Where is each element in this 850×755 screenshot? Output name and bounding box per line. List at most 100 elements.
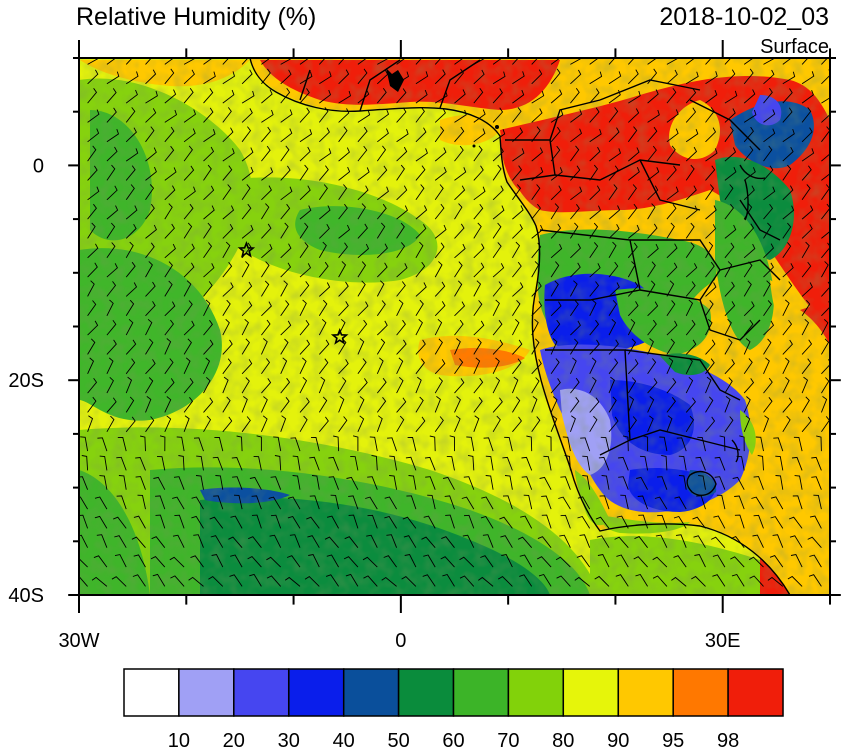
wind-barb	[570, 280, 578, 297]
wind-barb	[415, 107, 425, 123]
wind-barb	[769, 555, 784, 568]
wind-barb	[782, 397, 793, 413]
wind-barb	[656, 476, 668, 490]
wind-barb	[647, 167, 660, 181]
wind-barb	[763, 109, 776, 123]
wind-barb	[537, 536, 552, 548]
wind-barb	[137, 494, 146, 510]
wind-barb	[164, 167, 177, 181]
wind-barb	[280, 58, 294, 65]
wind-barb	[666, 397, 676, 413]
wind-barb	[333, 435, 340, 452]
wind-barb	[782, 299, 790, 317]
wind-barb	[357, 145, 368, 162]
wind-barb	[531, 338, 540, 355]
wind-barb	[299, 299, 307, 317]
wind-barb	[655, 534, 668, 548]
wind-barb	[241, 147, 254, 162]
wind-barb	[415, 89, 428, 104]
wind-barb	[459, 575, 475, 587]
wind-barb	[564, 454, 571, 471]
wind-barb	[87, 338, 96, 355]
wind-barb	[647, 415, 654, 432]
wind-barb	[208, 576, 224, 587]
wind-barb	[666, 145, 676, 162]
wind-barb	[570, 186, 583, 201]
wind-barb	[589, 88, 600, 104]
wind-barb	[213, 495, 224, 510]
wind-barb	[763, 165, 774, 181]
wind-barb	[164, 126, 175, 143]
wind-barb	[550, 58, 561, 65]
wind-barb	[113, 516, 127, 529]
wind-barb	[434, 224, 447, 239]
wind-barb	[666, 300, 676, 317]
wind-barb	[589, 185, 601, 201]
colorbar-label: 50	[387, 730, 409, 750]
wind-barb	[666, 262, 678, 278]
wind-barb	[338, 224, 351, 239]
wind-barb	[801, 148, 815, 162]
wind-barb	[87, 109, 100, 123]
wind-barb	[280, 338, 289, 355]
wind-barb	[125, 376, 133, 394]
wind-barb	[369, 436, 378, 452]
wind-barb	[306, 516, 320, 529]
wind-barb	[589, 357, 597, 374]
wind-barb	[376, 222, 386, 239]
wind-barb	[541, 495, 552, 510]
wind-barb	[589, 339, 600, 355]
wind-barb	[87, 320, 99, 336]
wind-barb	[125, 184, 135, 201]
wind-barb	[763, 338, 772, 355]
wind-barb	[743, 415, 751, 432]
wind-barb	[526, 435, 533, 452]
wind-barb	[550, 145, 561, 162]
wind-barb	[256, 435, 262, 452]
wind-barb	[608, 58, 616, 65]
wind-barb	[106, 58, 117, 65]
wind-barb	[794, 475, 803, 490]
wind-barb	[164, 145, 175, 162]
wind-barb	[318, 358, 329, 375]
wind-barb	[145, 108, 157, 123]
wind-barb	[501, 553, 513, 568]
wind-barb	[801, 282, 813, 297]
wind-barb	[627, 69, 639, 85]
wind-barb	[809, 554, 822, 568]
wind-barb	[125, 358, 136, 375]
wind-barb	[705, 416, 716, 433]
wind-barb	[685, 88, 697, 104]
wind-barb	[531, 242, 542, 259]
wind-barb	[589, 58, 600, 65]
wind-barb	[782, 164, 792, 181]
wind-barb	[782, 88, 793, 104]
wind-barb	[716, 494, 726, 510]
wind-barb	[724, 377, 733, 394]
wind-barb	[183, 280, 192, 297]
wind-barb	[87, 186, 100, 201]
wind-barb	[694, 553, 706, 568]
wind-barb	[222, 282, 234, 297]
wind-barb	[396, 357, 404, 374]
wind-barb	[596, 535, 610, 548]
wind-barb	[338, 90, 352, 104]
wind-barb	[732, 476, 745, 490]
wind-barb	[203, 107, 214, 123]
wind-barb	[386, 534, 398, 548]
wind-barb	[782, 205, 795, 220]
wind-barb	[415, 165, 426, 181]
wind-barb	[531, 301, 543, 317]
wind-barb	[666, 204, 677, 220]
wind-barb	[159, 435, 166, 452]
wind-barb	[751, 496, 764, 510]
wind-barb	[743, 358, 753, 375]
wind-barb	[203, 205, 215, 220]
wind-barb	[539, 476, 552, 490]
wind-barb	[174, 514, 185, 529]
wind-barb	[318, 223, 330, 239]
wind-barb	[473, 415, 480, 432]
wind-barb	[454, 415, 461, 432]
wind-barb	[415, 416, 426, 433]
wind-barb	[338, 359, 349, 375]
